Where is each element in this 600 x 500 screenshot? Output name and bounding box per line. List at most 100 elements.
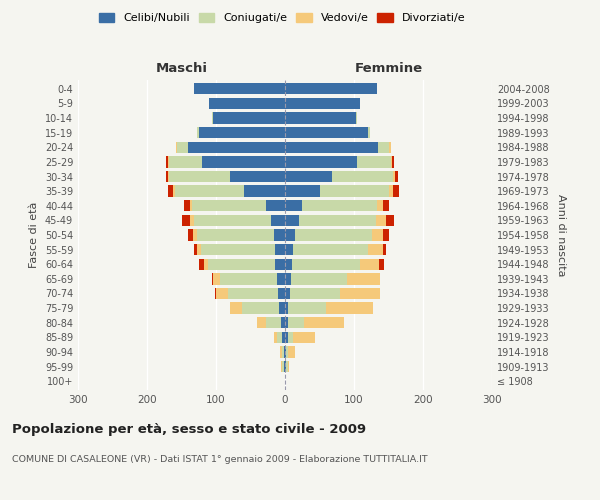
Bar xyxy=(332,171,392,182)
Bar xyxy=(275,258,285,270)
Bar xyxy=(190,214,194,226)
Bar xyxy=(169,171,230,182)
Bar xyxy=(285,230,295,240)
Bar xyxy=(285,83,377,94)
Bar xyxy=(368,244,383,256)
Bar xyxy=(190,200,192,211)
Bar xyxy=(216,288,229,299)
Bar xyxy=(188,230,193,240)
Bar xyxy=(378,142,389,153)
Bar xyxy=(284,346,285,358)
Text: Popolazione per età, sesso e stato civile - 2009: Popolazione per età, sesso e stato civil… xyxy=(12,422,366,436)
Bar xyxy=(208,258,275,270)
Bar xyxy=(275,244,285,256)
Bar xyxy=(289,302,326,314)
Bar xyxy=(285,244,293,256)
Bar xyxy=(292,258,359,270)
Bar xyxy=(266,200,285,211)
Bar xyxy=(280,346,281,358)
Bar xyxy=(192,200,266,211)
Bar xyxy=(376,214,386,226)
Bar xyxy=(285,171,332,182)
Bar xyxy=(383,244,386,256)
Bar xyxy=(229,288,278,299)
Bar xyxy=(266,317,281,328)
Bar xyxy=(169,186,173,197)
Bar xyxy=(340,288,380,299)
Bar xyxy=(215,288,216,299)
Bar xyxy=(372,230,383,240)
Bar xyxy=(169,156,202,168)
Bar xyxy=(347,273,380,284)
Bar xyxy=(278,288,285,299)
Bar xyxy=(197,244,201,256)
Bar xyxy=(285,361,286,372)
Bar xyxy=(379,258,385,270)
Bar xyxy=(194,214,271,226)
Bar xyxy=(293,244,368,256)
Bar xyxy=(178,142,188,153)
Bar xyxy=(326,302,373,314)
Bar xyxy=(285,346,286,358)
Bar xyxy=(392,171,395,182)
Bar xyxy=(199,127,285,138)
Bar xyxy=(281,317,285,328)
Bar xyxy=(302,200,377,211)
Bar xyxy=(194,83,285,94)
Bar xyxy=(285,273,290,284)
Bar xyxy=(277,273,285,284)
Bar xyxy=(166,156,168,168)
Bar xyxy=(392,156,394,168)
Bar xyxy=(201,244,275,256)
Bar xyxy=(285,142,378,153)
Bar xyxy=(285,156,358,168)
Y-axis label: Fasce di età: Fasce di età xyxy=(29,202,39,268)
Bar xyxy=(193,230,197,240)
Bar xyxy=(368,127,370,138)
Bar xyxy=(182,214,190,226)
Bar xyxy=(392,186,399,197)
Bar xyxy=(168,171,169,182)
Bar xyxy=(281,346,284,358)
Bar xyxy=(197,230,274,240)
Bar xyxy=(286,346,289,358)
Bar xyxy=(285,332,288,343)
Bar xyxy=(289,317,304,328)
Bar xyxy=(244,186,285,197)
Bar xyxy=(391,156,392,168)
Bar xyxy=(242,302,280,314)
Bar xyxy=(285,317,289,328)
Bar xyxy=(213,273,220,284)
Bar xyxy=(175,186,244,197)
Bar xyxy=(188,142,285,153)
Bar xyxy=(282,361,284,372)
Bar xyxy=(168,156,169,168)
Bar xyxy=(197,127,199,138)
Bar xyxy=(184,200,190,211)
Bar xyxy=(202,156,285,168)
Bar xyxy=(356,112,357,124)
Bar xyxy=(274,230,285,240)
Bar xyxy=(285,112,356,124)
Text: COMUNE DI CASALEONE (VR) - Dati ISTAT 1° gennaio 2009 - Elaborazione TUTTITALIA.: COMUNE DI CASALEONE (VR) - Dati ISTAT 1°… xyxy=(12,456,428,464)
Bar xyxy=(280,302,285,314)
Bar xyxy=(358,156,391,168)
Bar xyxy=(320,186,389,197)
Bar xyxy=(395,171,398,182)
Bar xyxy=(282,332,285,343)
Bar xyxy=(386,214,394,226)
Bar xyxy=(212,273,213,284)
Bar xyxy=(304,317,344,328)
Bar xyxy=(173,186,175,197)
Bar xyxy=(299,214,376,226)
Bar xyxy=(285,288,290,299)
Bar xyxy=(285,258,292,270)
Bar xyxy=(281,361,282,372)
Bar xyxy=(285,214,299,226)
Bar xyxy=(212,112,285,124)
Bar xyxy=(274,332,277,343)
Y-axis label: Anni di nascita: Anni di nascita xyxy=(556,194,566,276)
Bar xyxy=(176,142,178,153)
Bar xyxy=(295,230,372,240)
Bar xyxy=(290,273,347,284)
